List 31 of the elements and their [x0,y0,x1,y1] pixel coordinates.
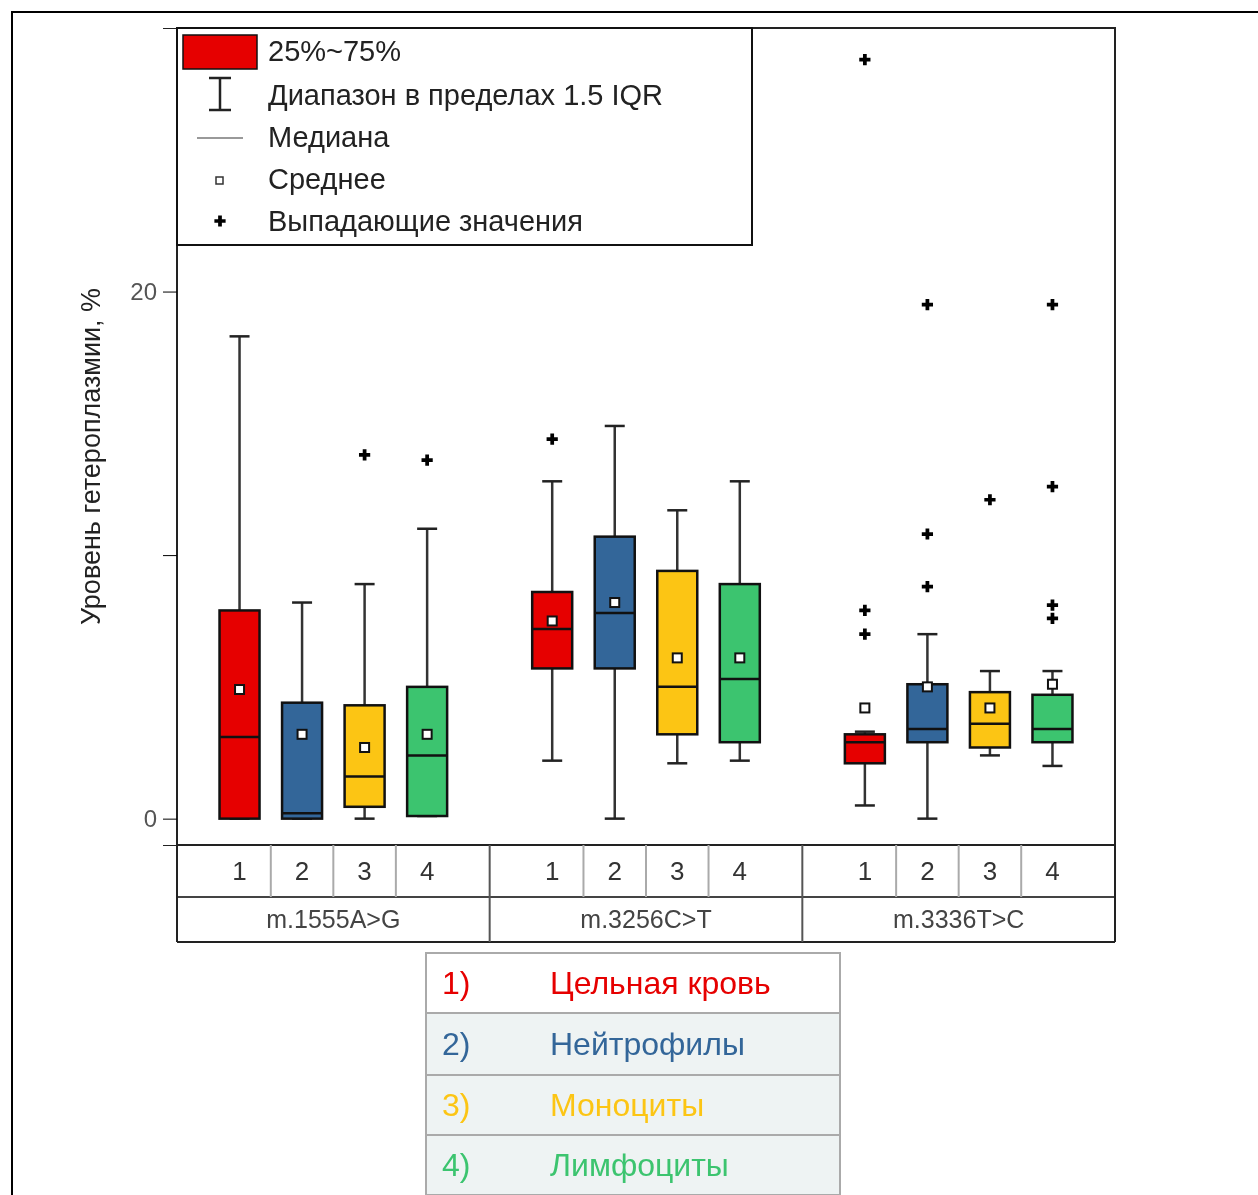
y-tick-label: 20 [130,277,157,305]
annotation: Выпадающие значения [268,205,584,237]
annotation: 25%~75% [268,35,402,67]
text: m.3256C>T [580,905,712,933]
text: 1) [442,965,471,1001]
x-tick-label: 2 [920,856,935,886]
annotation: Диапазон в пределах 1.5 IQR [268,79,664,111]
y-tick-label: 0 [143,804,157,832]
x-tick-label: 4 [1045,856,1060,886]
x-tick-label: 4 [732,856,748,886]
text: 4) [442,1147,471,1183]
text: m.3336T>C [893,905,1025,933]
x-tick-label: 4 [419,856,435,886]
x-tick-label: 3 [670,856,685,886]
x-tick-label: 2 [294,856,310,886]
x-tick-label: 1 [544,856,560,886]
x-tick-label: 1 [857,856,873,886]
text: Лимфоциты [550,1147,729,1183]
text: Цельная кровь [550,965,771,1001]
x-tick-label: 3 [357,856,372,886]
annotation: Медиана [268,121,391,153]
text: m.1555A>G [266,905,401,933]
x-tick-label: 1 [232,856,247,886]
text: Нейтрофилы [550,1026,745,1062]
x-tick-label: 3 [982,856,998,886]
text: 3) [442,1087,471,1123]
text: Моноциты [550,1087,705,1123]
y-axis-title: Уровень гетероплазмии, % [76,287,106,626]
annotation: Среднее [268,163,386,195]
x-tick-label: 2 [607,856,622,886]
text: 2) [442,1026,471,1062]
